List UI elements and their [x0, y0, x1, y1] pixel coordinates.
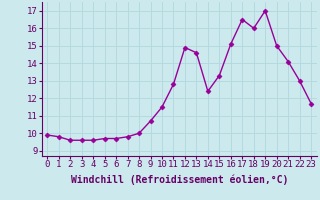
X-axis label: Windchill (Refroidissement éolien,°C): Windchill (Refroidissement éolien,°C)	[70, 175, 288, 185]
